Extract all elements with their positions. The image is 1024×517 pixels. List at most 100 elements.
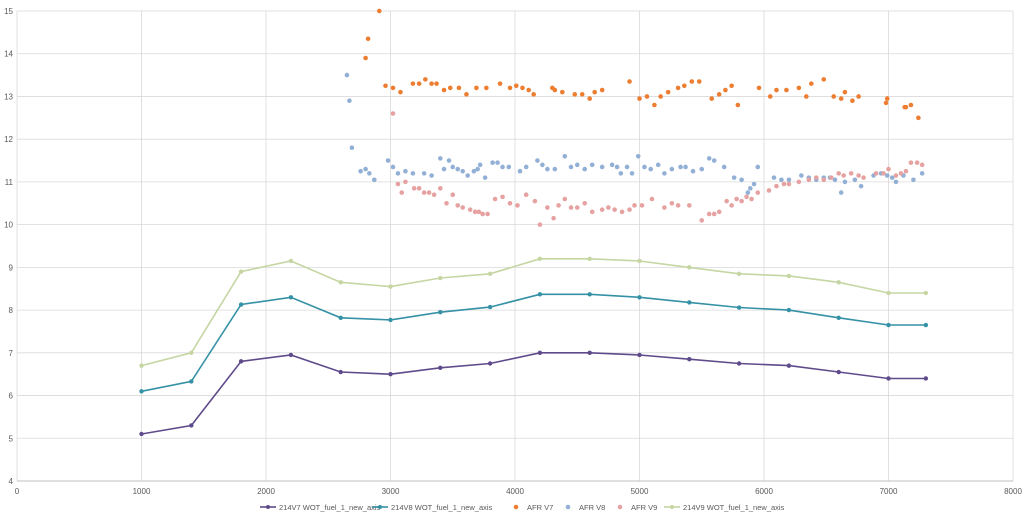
line-marker — [637, 295, 642, 300]
scatter-point — [614, 164, 620, 170]
scatter-point — [848, 171, 854, 176]
scatter-point — [482, 175, 488, 180]
x-tick-label: 2000 — [257, 487, 275, 496]
scatter-point — [431, 192, 437, 198]
scatter-point — [723, 87, 728, 93]
scatter-point — [745, 190, 751, 195]
scatter-point — [658, 94, 663, 99]
scatter-point — [526, 87, 531, 93]
scatter-point — [903, 168, 909, 174]
scatter-point — [587, 96, 592, 101]
line-marker — [438, 365, 443, 370]
line-marker — [487, 361, 493, 366]
y-tick-label: 11 — [5, 178, 14, 187]
line-marker — [687, 357, 692, 362]
x-tick-label: 1000 — [133, 487, 151, 496]
scatter-point — [399, 190, 405, 195]
line-marker — [537, 256, 543, 262]
scatter-point — [689, 79, 695, 84]
scatter-point — [751, 181, 757, 187]
scatter-point — [858, 183, 864, 189]
scatter-point — [421, 190, 427, 195]
scatter-point — [562, 196, 568, 202]
scatter-point — [804, 94, 809, 99]
scatter-point — [739, 177, 744, 183]
scatter-point — [395, 171, 401, 176]
scatter-point — [889, 175, 895, 180]
scatter-point — [821, 177, 827, 183]
scatter-point — [779, 177, 784, 183]
series-line — [141, 352, 926, 435]
line-marker — [288, 258, 294, 264]
scatter-point — [476, 209, 482, 215]
scatter-point — [632, 203, 637, 208]
scatter-point — [903, 104, 909, 110]
line-marker — [886, 322, 891, 328]
legend-marker-swatch — [513, 504, 519, 510]
scatter-point — [786, 177, 792, 183]
scatter-point — [796, 85, 802, 91]
line-marker — [736, 361, 742, 366]
plot-area — [139, 8, 929, 437]
line-marker — [189, 423, 194, 428]
scatter-point — [911, 177, 916, 183]
scatter-point — [642, 164, 647, 170]
scatter-point — [438, 156, 443, 161]
scatter-point — [813, 175, 819, 180]
scatter-point — [734, 196, 739, 202]
scatter-point — [507, 200, 513, 206]
scatter-point — [484, 85, 489, 91]
legend-label: 214V8 WOT_fuel_1_new_axis — [391, 503, 493, 512]
scatter-point — [744, 194, 749, 200]
scatter-point — [711, 211, 717, 217]
scatter-point — [919, 162, 925, 168]
line-marker — [836, 315, 841, 320]
scatter-point — [799, 173, 804, 178]
scatter-point — [908, 160, 914, 165]
line-marker — [836, 369, 841, 375]
scatter-point — [841, 173, 846, 178]
scatter-point — [755, 190, 761, 195]
line-marker — [388, 317, 393, 323]
scatter-point — [749, 196, 754, 202]
scatter-point — [908, 102, 914, 108]
x-tick-label: 0 — [15, 487, 20, 496]
line-marker — [438, 275, 443, 281]
line-marker — [537, 350, 543, 356]
scatter-point — [873, 171, 879, 176]
scatter-point — [716, 92, 722, 97]
scatter-point — [828, 175, 834, 180]
scatter-point — [748, 186, 753, 191]
scatter-point — [606, 205, 611, 210]
scatter-point — [421, 171, 427, 176]
scatter-point — [618, 171, 624, 176]
legend-label: 214V7 WOT_fuel_1_new_axis — [279, 503, 381, 512]
scatter-point — [572, 92, 578, 97]
scatter-point — [444, 200, 449, 206]
scatter-point — [390, 85, 396, 91]
scatter-point — [724, 198, 729, 204]
scatter-point — [398, 89, 403, 95]
scatter-point — [582, 200, 588, 206]
scatter-point — [635, 153, 641, 159]
line-marker — [238, 269, 244, 274]
scatter-point — [699, 218, 705, 223]
scatter-point — [523, 192, 529, 198]
scatter-point — [447, 85, 453, 91]
scatter-point — [639, 203, 645, 208]
scatter-point — [556, 203, 561, 208]
scatter-point — [756, 85, 762, 91]
scatter-point — [474, 85, 479, 91]
scatter-point — [467, 207, 473, 212]
scatter-point — [652, 102, 657, 108]
scatter-point — [540, 162, 545, 168]
scatter-point — [838, 96, 844, 101]
scatter-point — [706, 156, 712, 161]
scatter-point — [438, 186, 443, 191]
scatter-point — [390, 164, 396, 170]
scatter-point — [552, 87, 558, 93]
scatter-point — [372, 177, 377, 183]
scatter-point — [579, 92, 585, 97]
scatter-point — [655, 162, 661, 168]
scatter-point — [669, 166, 675, 172]
